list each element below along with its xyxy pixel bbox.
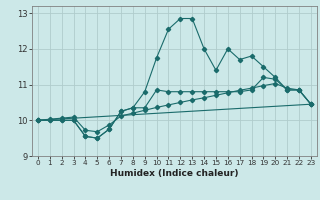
X-axis label: Humidex (Indice chaleur): Humidex (Indice chaleur) — [110, 169, 239, 178]
